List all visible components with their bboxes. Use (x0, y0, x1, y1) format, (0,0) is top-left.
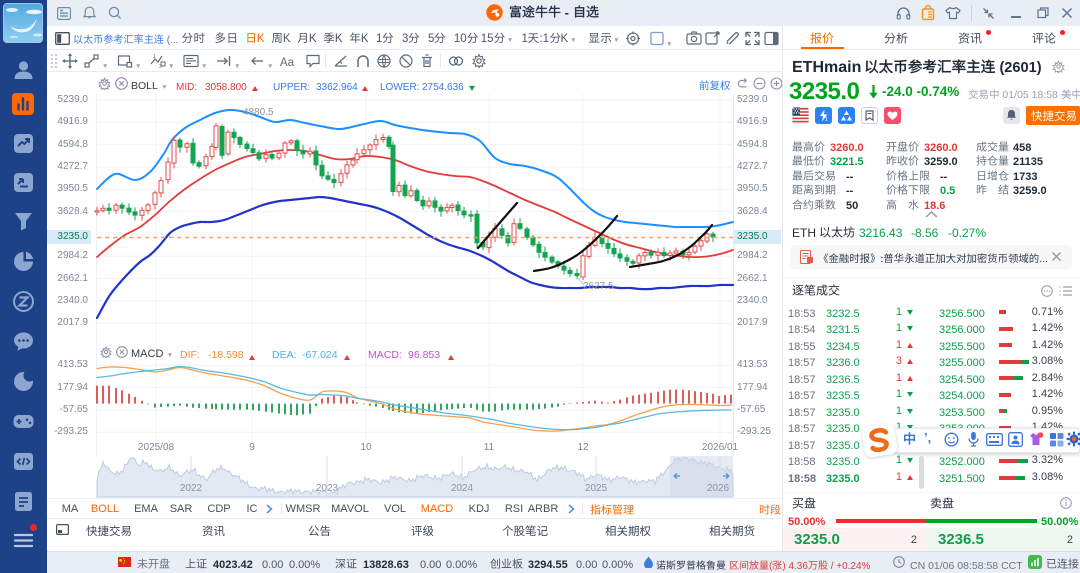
svg-text:1: 1 (825, 117, 828, 123)
svg-text:3: 3 (159, 64, 162, 69)
svg-text:1: 1 (1017, 441, 1020, 446)
svg-text:1: 1 (153, 54, 156, 60)
